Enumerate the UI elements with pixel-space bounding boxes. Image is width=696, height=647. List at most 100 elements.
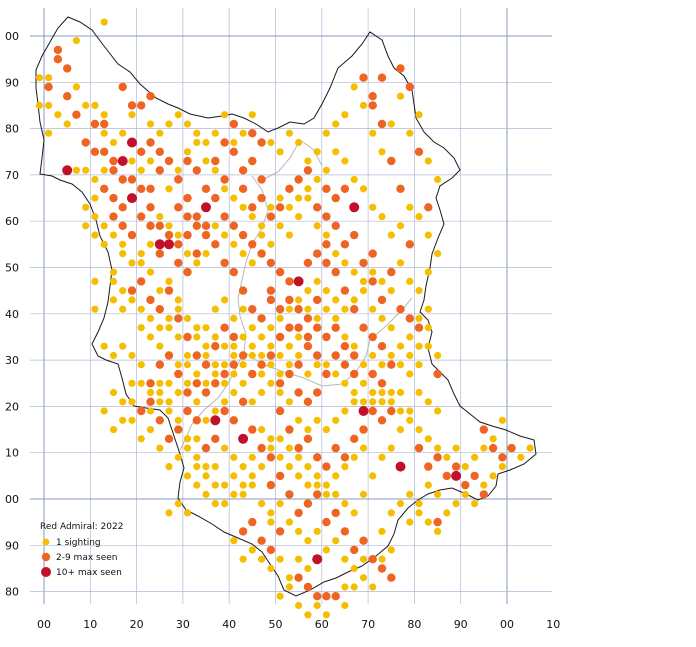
record-dot-two-to-nine	[192, 351, 201, 360]
record-dot-two-to-nine	[211, 434, 220, 443]
record-dot-one-sighting	[285, 444, 293, 452]
record-dot-one-sighting	[387, 120, 395, 128]
record-dot-ten-plus	[395, 461, 406, 472]
record-dot-one-sighting	[313, 148, 321, 156]
record-dot-one-sighting	[221, 111, 229, 119]
record-dot-two-to-nine	[377, 416, 387, 425]
record-dot-two-to-nine	[155, 147, 164, 156]
record-dot-two-to-nine	[303, 397, 313, 406]
record-dot-two-to-nine	[303, 314, 313, 323]
record-dot-one-sighting	[128, 296, 136, 304]
record-dot-one-sighting	[91, 194, 99, 202]
record-dot-one-sighting	[304, 463, 312, 471]
record-dot-one-sighting	[211, 407, 219, 415]
record-dot-two-to-nine	[350, 434, 359, 443]
record-dot-one-sighting	[406, 203, 414, 211]
record-dot-one-sighting	[258, 500, 266, 508]
record-dot-two-to-nine	[229, 119, 238, 129]
record-dot-one-sighting	[211, 166, 219, 174]
record-dot-two-to-nine	[322, 592, 331, 601]
record-dot-one-sighting	[424, 342, 432, 350]
county-boundary-path	[35, 16, 537, 597]
record-dot-two-to-nine	[100, 147, 109, 156]
record-dot-one-sighting	[369, 305, 377, 313]
record-dot-one-sighting	[82, 222, 90, 230]
record-dot-one-sighting	[350, 453, 358, 461]
record-dot-one-sighting	[276, 370, 284, 378]
record-dot-two-to-nine	[62, 92, 72, 101]
record-dot-two-to-nine	[248, 240, 257, 249]
record-dot-one-sighting	[174, 388, 182, 397]
record-dot-one-sighting	[239, 379, 247, 387]
record-dot-one-sighting	[480, 481, 488, 489]
record-dot-one-sighting	[341, 407, 349, 415]
record-dot-two-to-nine	[350, 351, 359, 360]
y-tick-label: 80	[5, 586, 19, 599]
record-dot-one-sighting	[248, 111, 256, 119]
record-dot-two-to-nine	[285, 323, 294, 332]
record-dot-one-sighting	[202, 324, 210, 332]
record-dot-two-to-nine	[414, 443, 424, 453]
record-dot-two-to-nine	[313, 295, 322, 305]
record-dot-two-to-nine	[294, 175, 303, 184]
record-dot-one-sighting	[91, 231, 99, 239]
record-dot-two-to-nine	[294, 443, 303, 453]
record-dot-one-sighting	[359, 185, 368, 193]
record-dot-two-to-nine	[100, 184, 109, 193]
record-dot-one-sighting	[332, 416, 340, 424]
record-dot-one-sighting	[82, 203, 90, 211]
record-dot-one-sighting	[406, 416, 414, 424]
record-dot-one-sighting	[285, 583, 293, 591]
record-dot-two-to-nine	[266, 453, 276, 462]
record-dot-two-to-nine	[285, 425, 294, 434]
record-dot-one-sighting	[109, 426, 118, 434]
record-dot-one-sighting	[322, 231, 330, 239]
record-dot-two-to-nine	[294, 323, 303, 332]
record-dot-one-sighting	[341, 463, 349, 471]
record-dot-two-to-nine	[322, 517, 331, 527]
record-dot-one-sighting	[174, 361, 182, 369]
record-dot-two-to-nine	[201, 443, 211, 453]
record-dot-one-sighting	[45, 129, 53, 137]
record-dot-one-sighting	[434, 407, 442, 415]
record-dot-one-sighting	[396, 407, 405, 415]
record-dot-one-sighting	[341, 601, 349, 610]
record-dot-two-to-nine	[53, 55, 63, 64]
record-dot-two-to-nine	[405, 240, 414, 249]
record-dot-two-to-nine	[275, 267, 285, 277]
record-dot-ten-plus	[127, 193, 137, 204]
record-dot-one-sighting	[100, 407, 108, 415]
record-dot-one-sighting	[230, 342, 238, 350]
record-dot-one-sighting	[406, 129, 414, 137]
record-dot-two-to-nine	[127, 286, 137, 295]
y-tick-label: 40	[5, 308, 19, 321]
record-dot-two-to-nine	[164, 230, 174, 240]
record-dot-two-to-nine	[285, 184, 294, 193]
record-dot-one-sighting	[174, 333, 182, 341]
record-dot-one-sighting	[128, 398, 136, 406]
record-dot-two-to-nine	[146, 221, 155, 230]
record-dot-two-to-nine	[257, 175, 266, 184]
x-tick-label: 10	[83, 618, 97, 631]
record-dot-one-sighting	[100, 240, 108, 248]
record-dot-two-to-nine	[303, 258, 313, 268]
record-dot-two-to-nine	[340, 453, 350, 462]
record-dot-one-sighting	[193, 463, 201, 471]
record-dot-two-to-nine	[414, 323, 424, 332]
record-dot-two-to-nine	[479, 425, 488, 434]
record-dot-ten-plus	[117, 156, 128, 166]
record-dot-two-to-nine	[90, 147, 100, 156]
record-dot-one-sighting	[174, 231, 182, 239]
record-dot-one-sighting	[248, 259, 256, 267]
record-dot-two-to-nine	[377, 119, 387, 129]
record-dot-one-sighting	[174, 296, 182, 304]
record-dot-one-sighting	[248, 324, 256, 332]
record-dot-two-to-nine	[137, 212, 146, 221]
record-dot-two-to-nine	[248, 129, 257, 138]
record-dot-one-sighting	[341, 111, 349, 119]
record-dot-two-to-nine	[405, 314, 414, 323]
record-dot-one-sighting	[221, 231, 229, 239]
record-dot-ten-plus	[293, 276, 304, 287]
record-dot-two-to-nine	[238, 527, 248, 536]
record-dot-one-sighting	[267, 509, 275, 517]
